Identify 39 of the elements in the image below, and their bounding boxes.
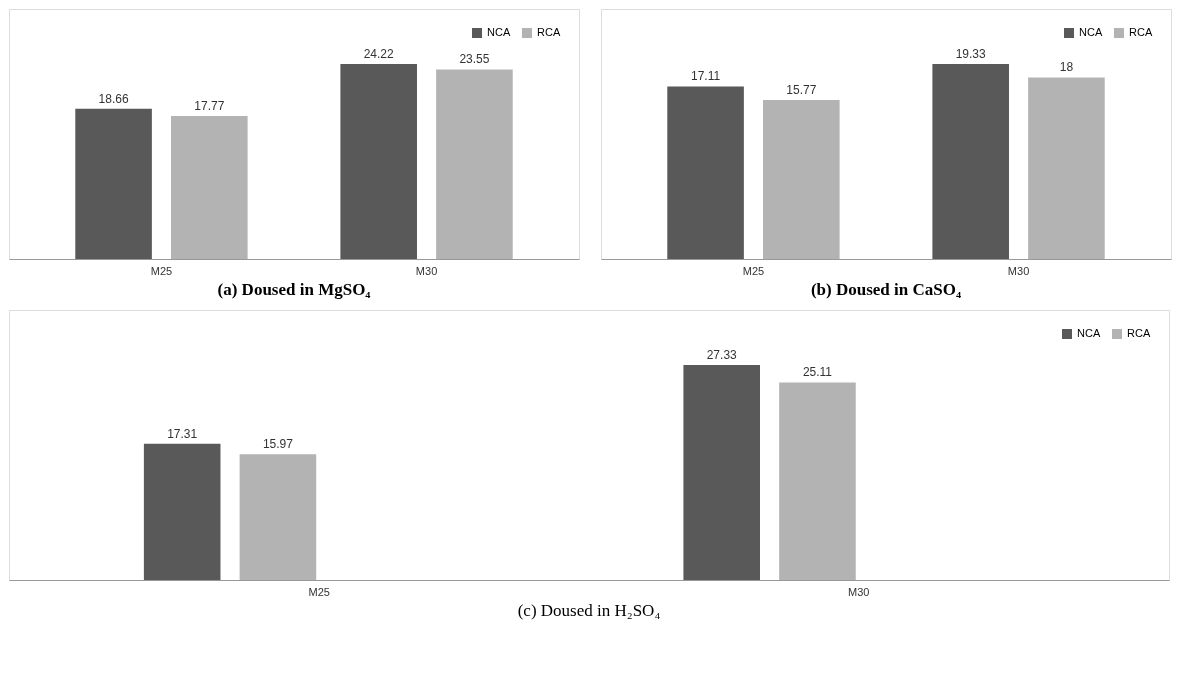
data-label: 17.77 (194, 98, 225, 113)
data-label: 19.33 (955, 47, 987, 61)
x-tick-label: M30 (1007, 264, 1030, 277)
x-tick-label: M25 (742, 264, 765, 277)
bar (239, 454, 317, 580)
bar (171, 115, 248, 259)
bar (340, 64, 417, 259)
legend-label: RCA (537, 26, 561, 38)
data-label: 18.66 (98, 91, 129, 106)
bar (763, 99, 840, 259)
data-label: 17.11 (691, 69, 721, 84)
text: (b) Doused in CaSO₄ (810, 280, 962, 299)
data-label: 15.97 (262, 437, 294, 452)
legend-label: RCA (1129, 26, 1153, 38)
text: (a) Doused in MgSO₄ (217, 280, 371, 299)
data-label: 15.77 (786, 82, 817, 97)
bar (932, 64, 1009, 259)
x-tick-label: M30 (415, 264, 438, 277)
bar (779, 382, 856, 580)
legend-label: NCA (487, 26, 511, 38)
bar (436, 69, 513, 259)
x-tick-label: M25 (150, 264, 173, 277)
legend-label: RCA (1127, 327, 1151, 339)
data-label: 24.22 (363, 47, 395, 61)
bar (143, 443, 221, 580)
data-label: 27.33 (706, 348, 738, 362)
bar (1028, 77, 1105, 259)
data-label: 23.55 (459, 52, 490, 67)
text: (c) Doused in H₂SO₄ (517, 601, 661, 620)
x-tick-label: M30 (848, 585, 870, 598)
bar (683, 365, 761, 580)
x-tick-label: M25 (308, 585, 330, 598)
data-label: 18 (1059, 60, 1074, 75)
bar (667, 86, 744, 259)
data-label: 17.31 (167, 426, 198, 441)
legend-label: NCA (1079, 26, 1103, 38)
legend-label: NCA (1077, 327, 1101, 339)
bar (75, 108, 152, 259)
data-label: 25.11 (802, 365, 833, 380)
